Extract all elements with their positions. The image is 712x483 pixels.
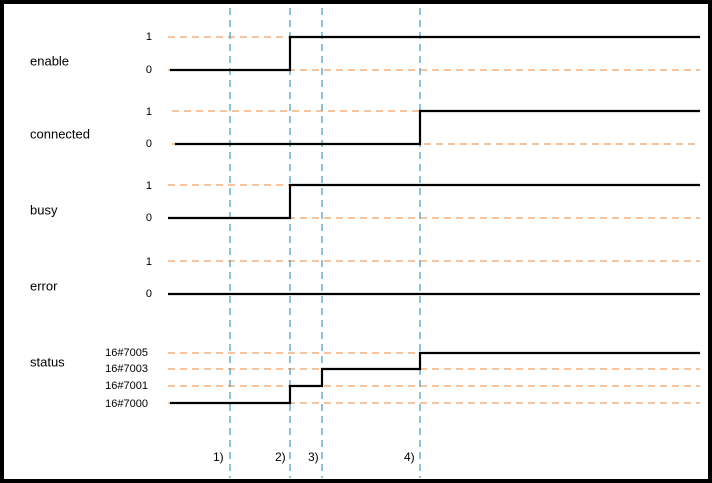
signal-name: enable [30, 53, 69, 68]
level-label: 0 [146, 64, 152, 76]
level-label: 1 [146, 31, 152, 43]
level-label: 16#7005 [105, 347, 148, 359]
signal-name: connected [30, 126, 90, 141]
signal-name: error [30, 278, 58, 293]
level-label: 16#7003 [105, 363, 148, 375]
enable-wave [170, 35, 700, 72]
level-label: 1 [146, 106, 152, 118]
level-label: 0 [146, 138, 152, 150]
marker-label: 2) [275, 450, 286, 464]
busy-wave [168, 183, 700, 220]
time-markers [229, 8, 421, 478]
signal-name: busy [30, 202, 58, 217]
level-label: 1 [146, 256, 152, 268]
level-label: 16#7000 [105, 398, 148, 410]
marker-label: 4) [404, 450, 415, 464]
level-label: 0 [146, 288, 152, 300]
level-label: 1 [146, 180, 152, 192]
connected-wave [175, 109, 700, 146]
marker-label: 3) [308, 450, 319, 464]
level-label: 16#7001 [105, 380, 148, 392]
level-label: 0 [146, 212, 152, 224]
signal-name: status [30, 354, 65, 369]
status-wave [170, 351, 700, 405]
marker-label: 1) [213, 450, 224, 464]
waveforms [168, 35, 700, 405]
